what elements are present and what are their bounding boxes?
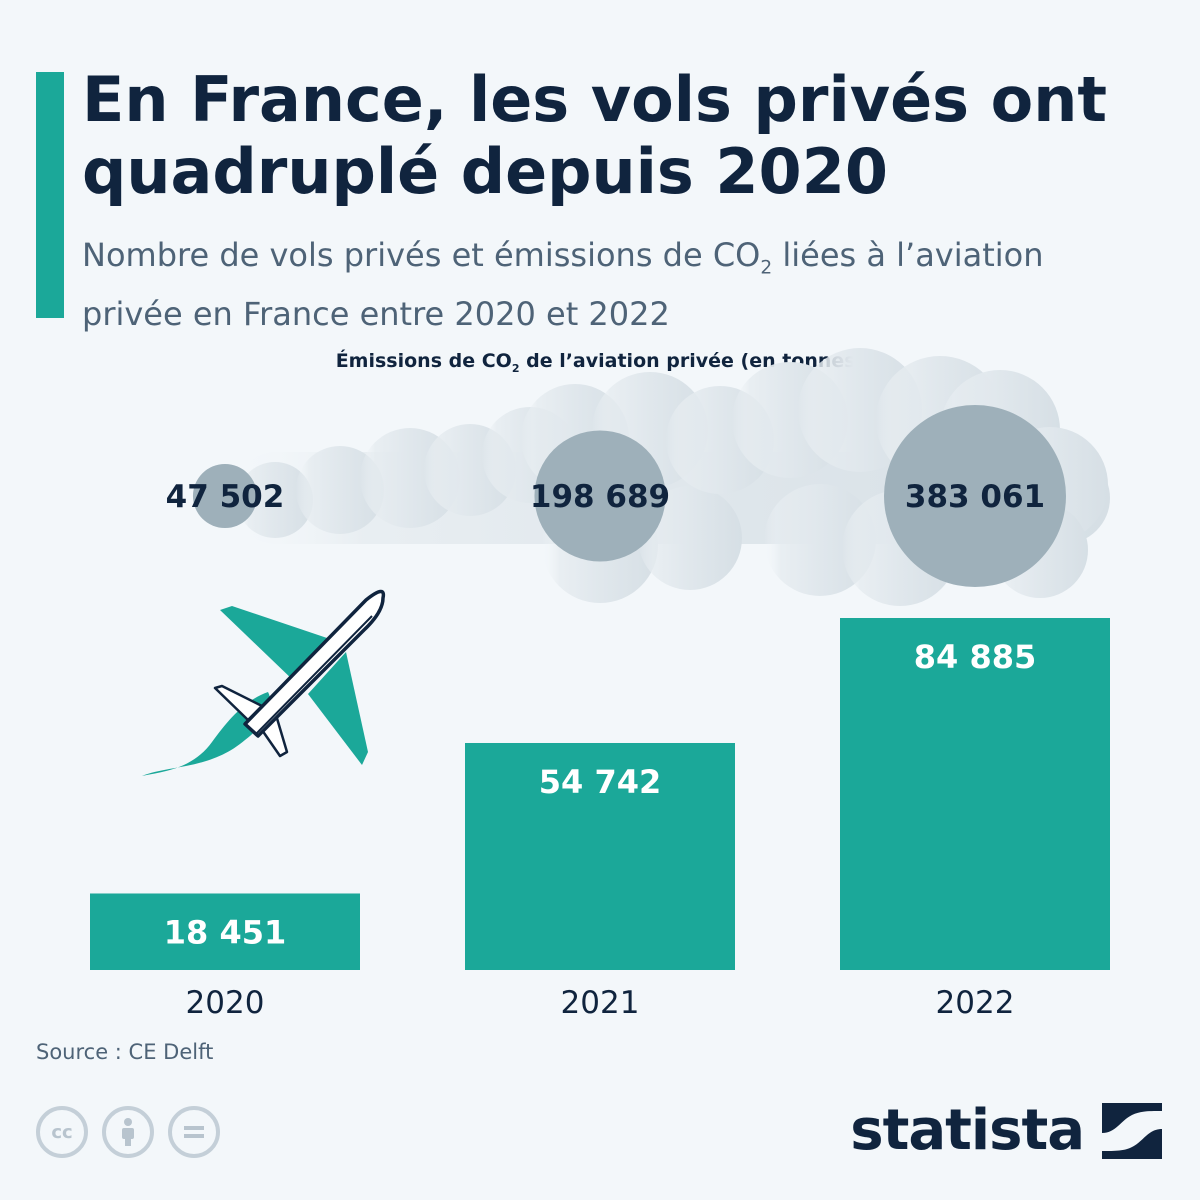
- emission-bubbles: 47 502 198 689 383 061: [166, 405, 1066, 587]
- equals-icon: [184, 1126, 204, 1138]
- source-note: Source : CE Delft: [36, 1040, 214, 1064]
- page-subtitle: Nombre de vols privés et émissions de CO…: [82, 232, 1132, 337]
- bar-2021: [465, 742, 735, 970]
- brand-name: statista: [850, 1098, 1085, 1163]
- license-icons: cc: [36, 1106, 220, 1158]
- cc-icon[interactable]: cc: [36, 1106, 88, 1158]
- emission-value-label: 198 689: [530, 479, 670, 515]
- emissions-title-subscript: 2: [511, 361, 520, 375]
- subtitle-subscript: 2: [760, 257, 773, 279]
- emission-value-label: 47 502: [166, 479, 285, 515]
- bar-value-label: 18 451: [164, 913, 286, 951]
- bar-value-label: 84 885: [914, 638, 1036, 676]
- flights-bars: 18 451 2020 54 742 2021 84 885 2022: [90, 618, 1110, 1021]
- statista-mark-icon: [1102, 1102, 1162, 1159]
- statista-logo[interactable]: statista: [850, 1098, 1164, 1163]
- bar-value-label: 54 742: [539, 763, 661, 801]
- x-axis-label: 2022: [936, 985, 1015, 1021]
- emission-bubble-2021: [534, 430, 666, 562]
- bar-2022: [840, 618, 1110, 970]
- airplane-icon: [142, 589, 386, 776]
- emission-bubble-2022: [884, 405, 1066, 587]
- emissions-title-text-1: Émissions de CO: [335, 350, 512, 372]
- x-axis-label: 2021: [561, 985, 640, 1021]
- title-accent-bar: [36, 72, 64, 318]
- x-axis-label: 2020: [186, 985, 265, 1021]
- attribution-icon[interactable]: [102, 1106, 154, 1158]
- emission-value-label: 383 061: [905, 479, 1045, 515]
- page-title: En France, les vols privés ont quadruplé…: [82, 63, 1108, 208]
- emission-bubble-2020: [192, 463, 258, 529]
- bar-2020: [90, 893, 360, 970]
- no-derivatives-icon[interactable]: [168, 1106, 220, 1158]
- person-icon: [122, 1118, 134, 1146]
- subtitle-text-2: liées à l’aviation privée en France entr…: [82, 236, 1044, 334]
- subtitle-text-1: Nombre de vols privés et émissions de CO: [82, 236, 761, 274]
